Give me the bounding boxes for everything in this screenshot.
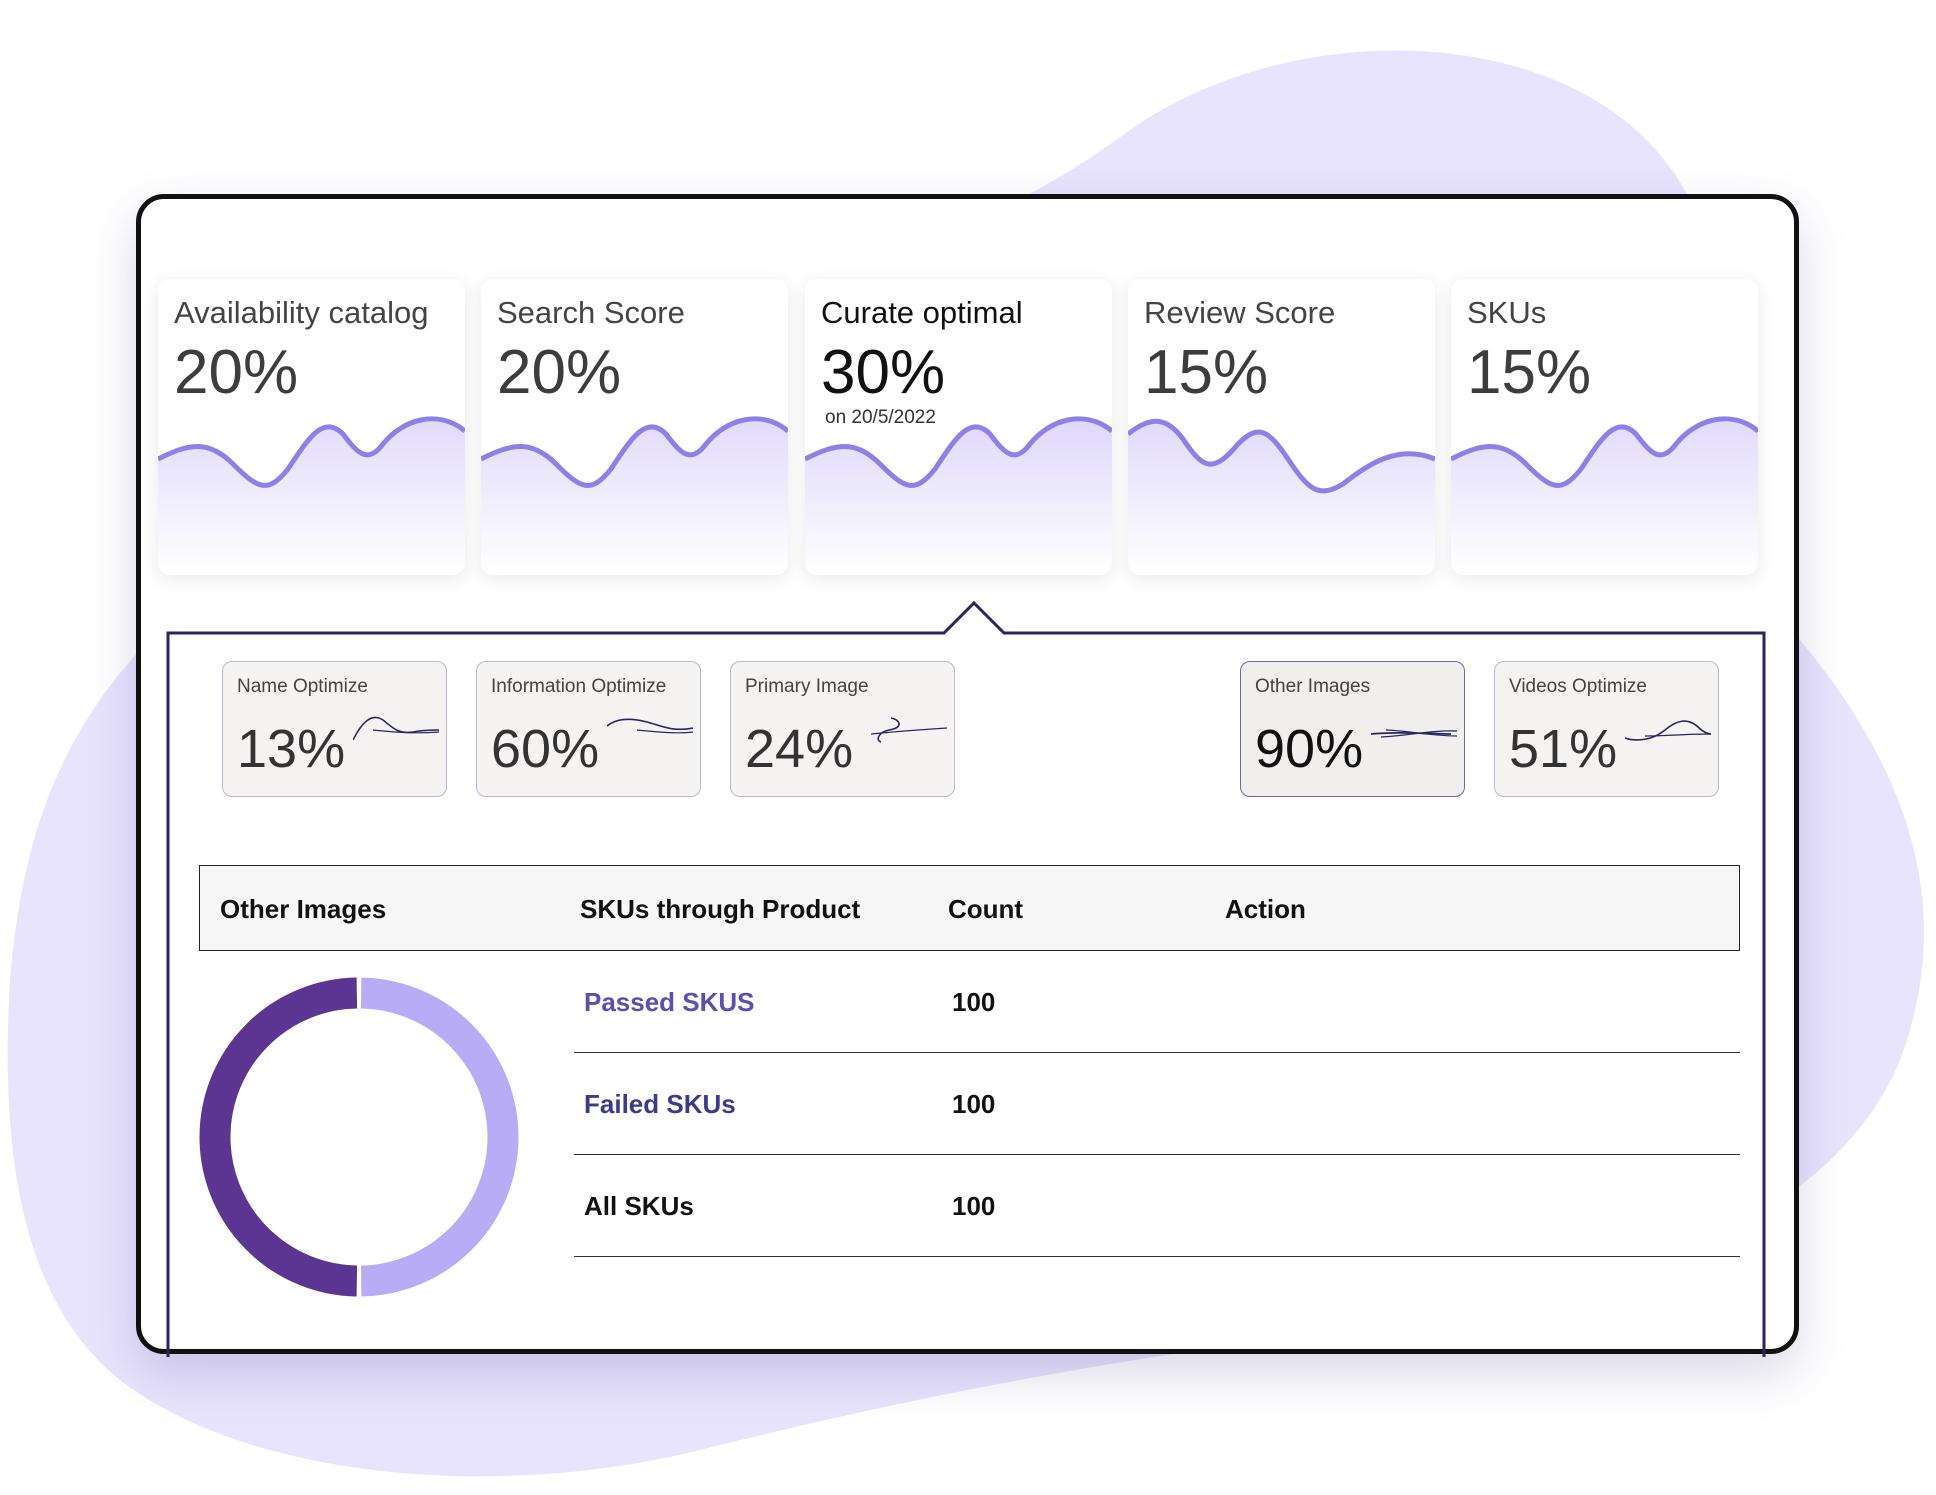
metric-card-skus[interactable]: SKUs 15% xyxy=(1451,279,1758,575)
submetric-card-other-images[interactable]: Other Images 90% xyxy=(1240,661,1465,797)
metric-sparkline xyxy=(805,416,1112,575)
metric-card-curate[interactable]: Curate optimal 30% on 20/5/2022 xyxy=(805,279,1112,575)
metric-card-search[interactable]: Search Score 20% xyxy=(481,279,788,575)
detail-panel-border xyxy=(166,600,1766,1357)
submetric-title: Information Optimize xyxy=(491,676,667,697)
submetric-title: Name Optimize xyxy=(237,676,368,697)
submetric-title: Other Images xyxy=(1255,676,1371,697)
metric-title: Review Score xyxy=(1144,295,1336,330)
metric-value: 15% xyxy=(1467,338,1592,407)
submetric-card-primary-image[interactable]: Primary Image 24% xyxy=(730,661,955,797)
metric-title: SKUs xyxy=(1467,295,1547,330)
metric-title: Curate optimal xyxy=(821,295,1023,330)
table-row-failed[interactable]: Failed SKUs 100 xyxy=(574,1053,1740,1155)
submetric-sparkline xyxy=(870,717,947,743)
table-row-all[interactable]: All SKUs 100 xyxy=(574,1155,1740,1257)
donut-segment-dark xyxy=(199,977,358,1297)
table-row-passed[interactable]: Passed SKUS 100 xyxy=(574,951,1740,1053)
other-images-donut-chart xyxy=(199,977,519,1297)
submetric-value: 51% xyxy=(1509,719,1618,779)
column-header-count: Count xyxy=(948,894,1024,924)
row-label-all-skus: All SKUs xyxy=(584,1191,694,1221)
submetric-title: Primary Image xyxy=(745,676,869,697)
metric-value: 20% xyxy=(497,338,622,407)
submetric-sparkline xyxy=(353,716,439,741)
metric-sparkline xyxy=(1451,416,1758,575)
submetric-sparkline xyxy=(607,718,693,734)
submetric-card-information[interactable]: Information Optimize 60% xyxy=(476,661,701,797)
submetric-value: 60% xyxy=(491,719,600,779)
row-label-failed-skus[interactable]: Failed SKUs xyxy=(584,1089,736,1119)
table-header: Other Images SKUs through Product Count … xyxy=(199,865,1740,951)
metric-sparkline xyxy=(481,416,788,575)
metric-card-availability[interactable]: Availability catalog 20% xyxy=(158,279,465,575)
metric-value: 15% xyxy=(1144,338,1269,407)
metric-value: 20% xyxy=(174,338,299,407)
submetric-card-videos[interactable]: Videos Optimize 51% xyxy=(1494,661,1719,797)
metric-title: Search Score xyxy=(497,295,685,330)
metric-value: 30% xyxy=(821,338,946,407)
submetric-card-name[interactable]: Name Optimize 13% xyxy=(222,661,447,797)
donut-segment-light xyxy=(360,977,519,1297)
submetric-value: 90% xyxy=(1255,719,1364,779)
submetric-value: 13% xyxy=(237,719,346,779)
column-header-other-images: Other Images xyxy=(220,894,387,924)
submetric-sparkline xyxy=(1625,720,1711,741)
submetric-title: Videos Optimize xyxy=(1509,676,1647,697)
row-count: 100 xyxy=(952,1089,996,1119)
metric-sparkline xyxy=(158,416,465,575)
submetric-value: 24% xyxy=(745,719,854,779)
submetric-sparkline xyxy=(1371,729,1457,738)
row-count: 100 xyxy=(952,1191,996,1221)
metric-card-review[interactable]: Review Score 15% xyxy=(1128,279,1435,575)
dashboard-window: Availability catalog 20% Search Score 20… xyxy=(136,194,1799,1357)
metric-title: Availability catalog xyxy=(174,295,429,330)
row-label-passed-skus[interactable]: Passed SKUS xyxy=(584,987,755,1017)
column-header-action: Action xyxy=(1225,894,1306,924)
column-header-skus-through-product: SKUs through Product xyxy=(580,894,861,924)
metric-sparkline xyxy=(1128,418,1435,575)
metric-date: on 20/5/2022 xyxy=(825,407,936,428)
row-count: 100 xyxy=(952,987,996,1017)
